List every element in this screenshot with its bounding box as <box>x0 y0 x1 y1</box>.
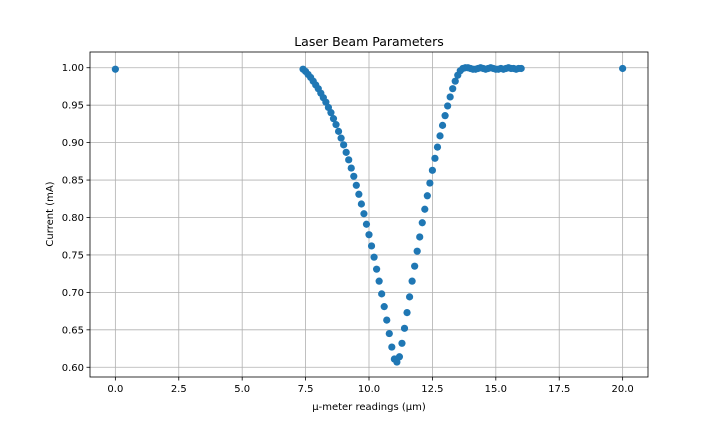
y-tick-label: 0.90 <box>62 138 84 149</box>
data-point <box>449 85 457 93</box>
data-point <box>411 262 419 270</box>
data-point <box>413 247 421 255</box>
y-tick-label: 0.85 <box>62 176 84 187</box>
y-tick-label: 0.95 <box>62 101 84 112</box>
data-point <box>355 190 363 198</box>
data-point <box>365 231 373 239</box>
data-point <box>385 329 393 338</box>
x-tick-label: 2.5 <box>171 384 187 395</box>
data-point <box>403 308 411 317</box>
chart-title: Laser Beam Parameters <box>294 34 444 49</box>
data-point <box>345 156 353 164</box>
data-point <box>395 353 404 361</box>
data-points <box>111 64 627 366</box>
data-point <box>418 219 426 227</box>
data-point <box>378 290 386 298</box>
data-point <box>340 141 348 149</box>
data-point <box>619 64 627 73</box>
x-tick-label: 17.5 <box>548 384 570 395</box>
data-point <box>375 277 383 285</box>
data-point <box>347 164 355 172</box>
data-point <box>426 179 434 187</box>
data-point <box>431 154 439 162</box>
data-point <box>433 143 442 151</box>
data-point <box>400 324 409 332</box>
data-point <box>352 181 360 189</box>
data-point <box>421 205 429 213</box>
data-point <box>367 242 376 250</box>
x-tick-label: 0.0 <box>107 384 123 395</box>
data-point <box>357 200 365 208</box>
data-point <box>428 166 437 174</box>
y-tick-label: 0.65 <box>62 325 84 336</box>
data-point <box>438 121 447 129</box>
x-tick-label: 15.0 <box>485 384 507 395</box>
data-point <box>423 192 431 200</box>
x-tick-label: 5.0 <box>234 384 250 395</box>
data-point <box>517 64 525 73</box>
y-tick-label: 1.00 <box>62 63 84 74</box>
data-point <box>416 233 424 241</box>
data-point <box>398 339 406 347</box>
data-point <box>441 112 449 120</box>
data-point <box>383 316 391 324</box>
data-point <box>334 127 343 135</box>
y-tick-label: 0.70 <box>62 288 84 299</box>
data-point <box>408 277 416 285</box>
data-point <box>111 65 119 73</box>
data-point <box>388 343 396 351</box>
data-point <box>327 109 335 117</box>
data-point <box>373 265 381 273</box>
y-tick-label: 0.60 <box>62 363 84 374</box>
data-point <box>350 172 358 180</box>
x-tick-label: 20.0 <box>612 384 634 395</box>
data-point <box>360 210 368 218</box>
data-point <box>337 134 345 142</box>
x-tick-label: 7.5 <box>298 384 314 395</box>
data-point <box>405 293 414 301</box>
x-tick-label: 12.5 <box>421 384 443 395</box>
data-point <box>446 93 454 101</box>
y-axis-ticks: 0.60 0.65 0.70 0.75 0.80 0.85 0.90 0.95 1.00 <box>62 63 90 374</box>
data-point <box>329 115 338 123</box>
x-axis-ticks: 0.0 2.5 5.0 7.5 10.0 12.5 15.0 17.5 20.0 <box>107 377 634 395</box>
y-axis-label: Current (mA) <box>45 181 56 246</box>
data-point <box>342 148 350 156</box>
grid <box>90 52 648 377</box>
y-tick-label: 0.80 <box>62 213 84 224</box>
data-point <box>451 77 459 85</box>
y-tick-label: 0.75 <box>62 250 84 261</box>
x-tick-label: 10.0 <box>358 384 380 395</box>
data-point <box>380 303 388 311</box>
data-point <box>436 132 444 140</box>
data-point <box>362 220 371 228</box>
data-point <box>332 121 340 129</box>
data-point <box>444 102 452 110</box>
data-point <box>370 253 378 261</box>
x-axis-label: μ-meter readings (μm) <box>312 402 426 413</box>
